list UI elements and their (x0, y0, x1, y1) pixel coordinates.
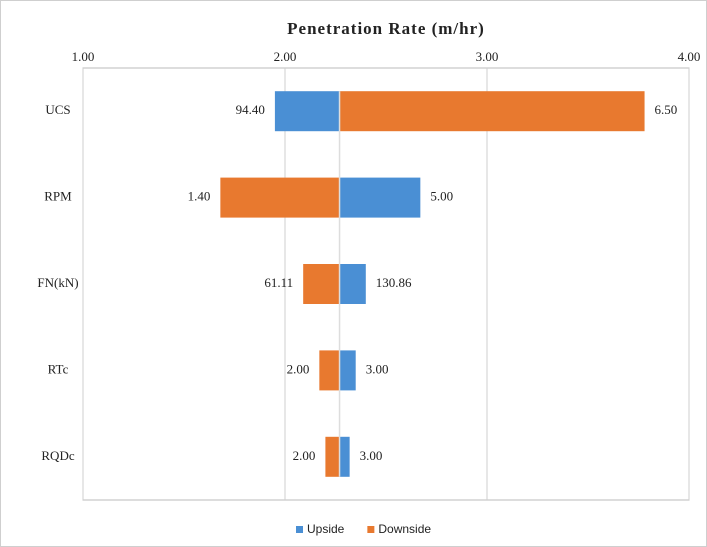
x-tick-label: 1.00 (72, 49, 95, 64)
bar (274, 91, 340, 132)
chart-title: Penetration Rate (m/hr) (287, 19, 485, 38)
bar (339, 177, 421, 218)
y-tick-label: RQDc (41, 448, 74, 463)
input-label: 3.00 (360, 448, 383, 463)
bar (303, 264, 340, 304)
x-tick-label: 3.00 (476, 49, 499, 64)
input-label: 1.40 (188, 189, 211, 204)
y-tick-label: RPM (44, 189, 72, 204)
input-label: 2.00 (287, 361, 310, 376)
bar (339, 264, 366, 304)
bar (339, 91, 645, 132)
legend-swatch (296, 526, 303, 533)
bar (339, 350, 356, 391)
bar (325, 436, 340, 477)
input-label: 94.40 (236, 102, 265, 117)
bar (319, 350, 340, 391)
input-label: 3.00 (366, 361, 389, 376)
y-tick-label: FN(kN) (37, 275, 78, 290)
input-label: 5.00 (430, 189, 453, 204)
y-tick-label: UCS (45, 102, 70, 117)
x-tick-label: 4.00 (678, 49, 701, 64)
input-label: 130.86 (376, 275, 412, 290)
y-tick-label: RTc (48, 361, 69, 376)
legend-swatch (367, 526, 375, 533)
legend-label: Upside (307, 522, 345, 536)
bar (339, 436, 350, 477)
input-label: 6.50 (655, 102, 678, 117)
x-tick-label: 2.00 (274, 49, 297, 64)
bar (220, 177, 340, 218)
input-label: 61.11 (264, 275, 293, 290)
legend-label: Downside (378, 522, 431, 536)
input-label: 2.00 (293, 448, 316, 463)
